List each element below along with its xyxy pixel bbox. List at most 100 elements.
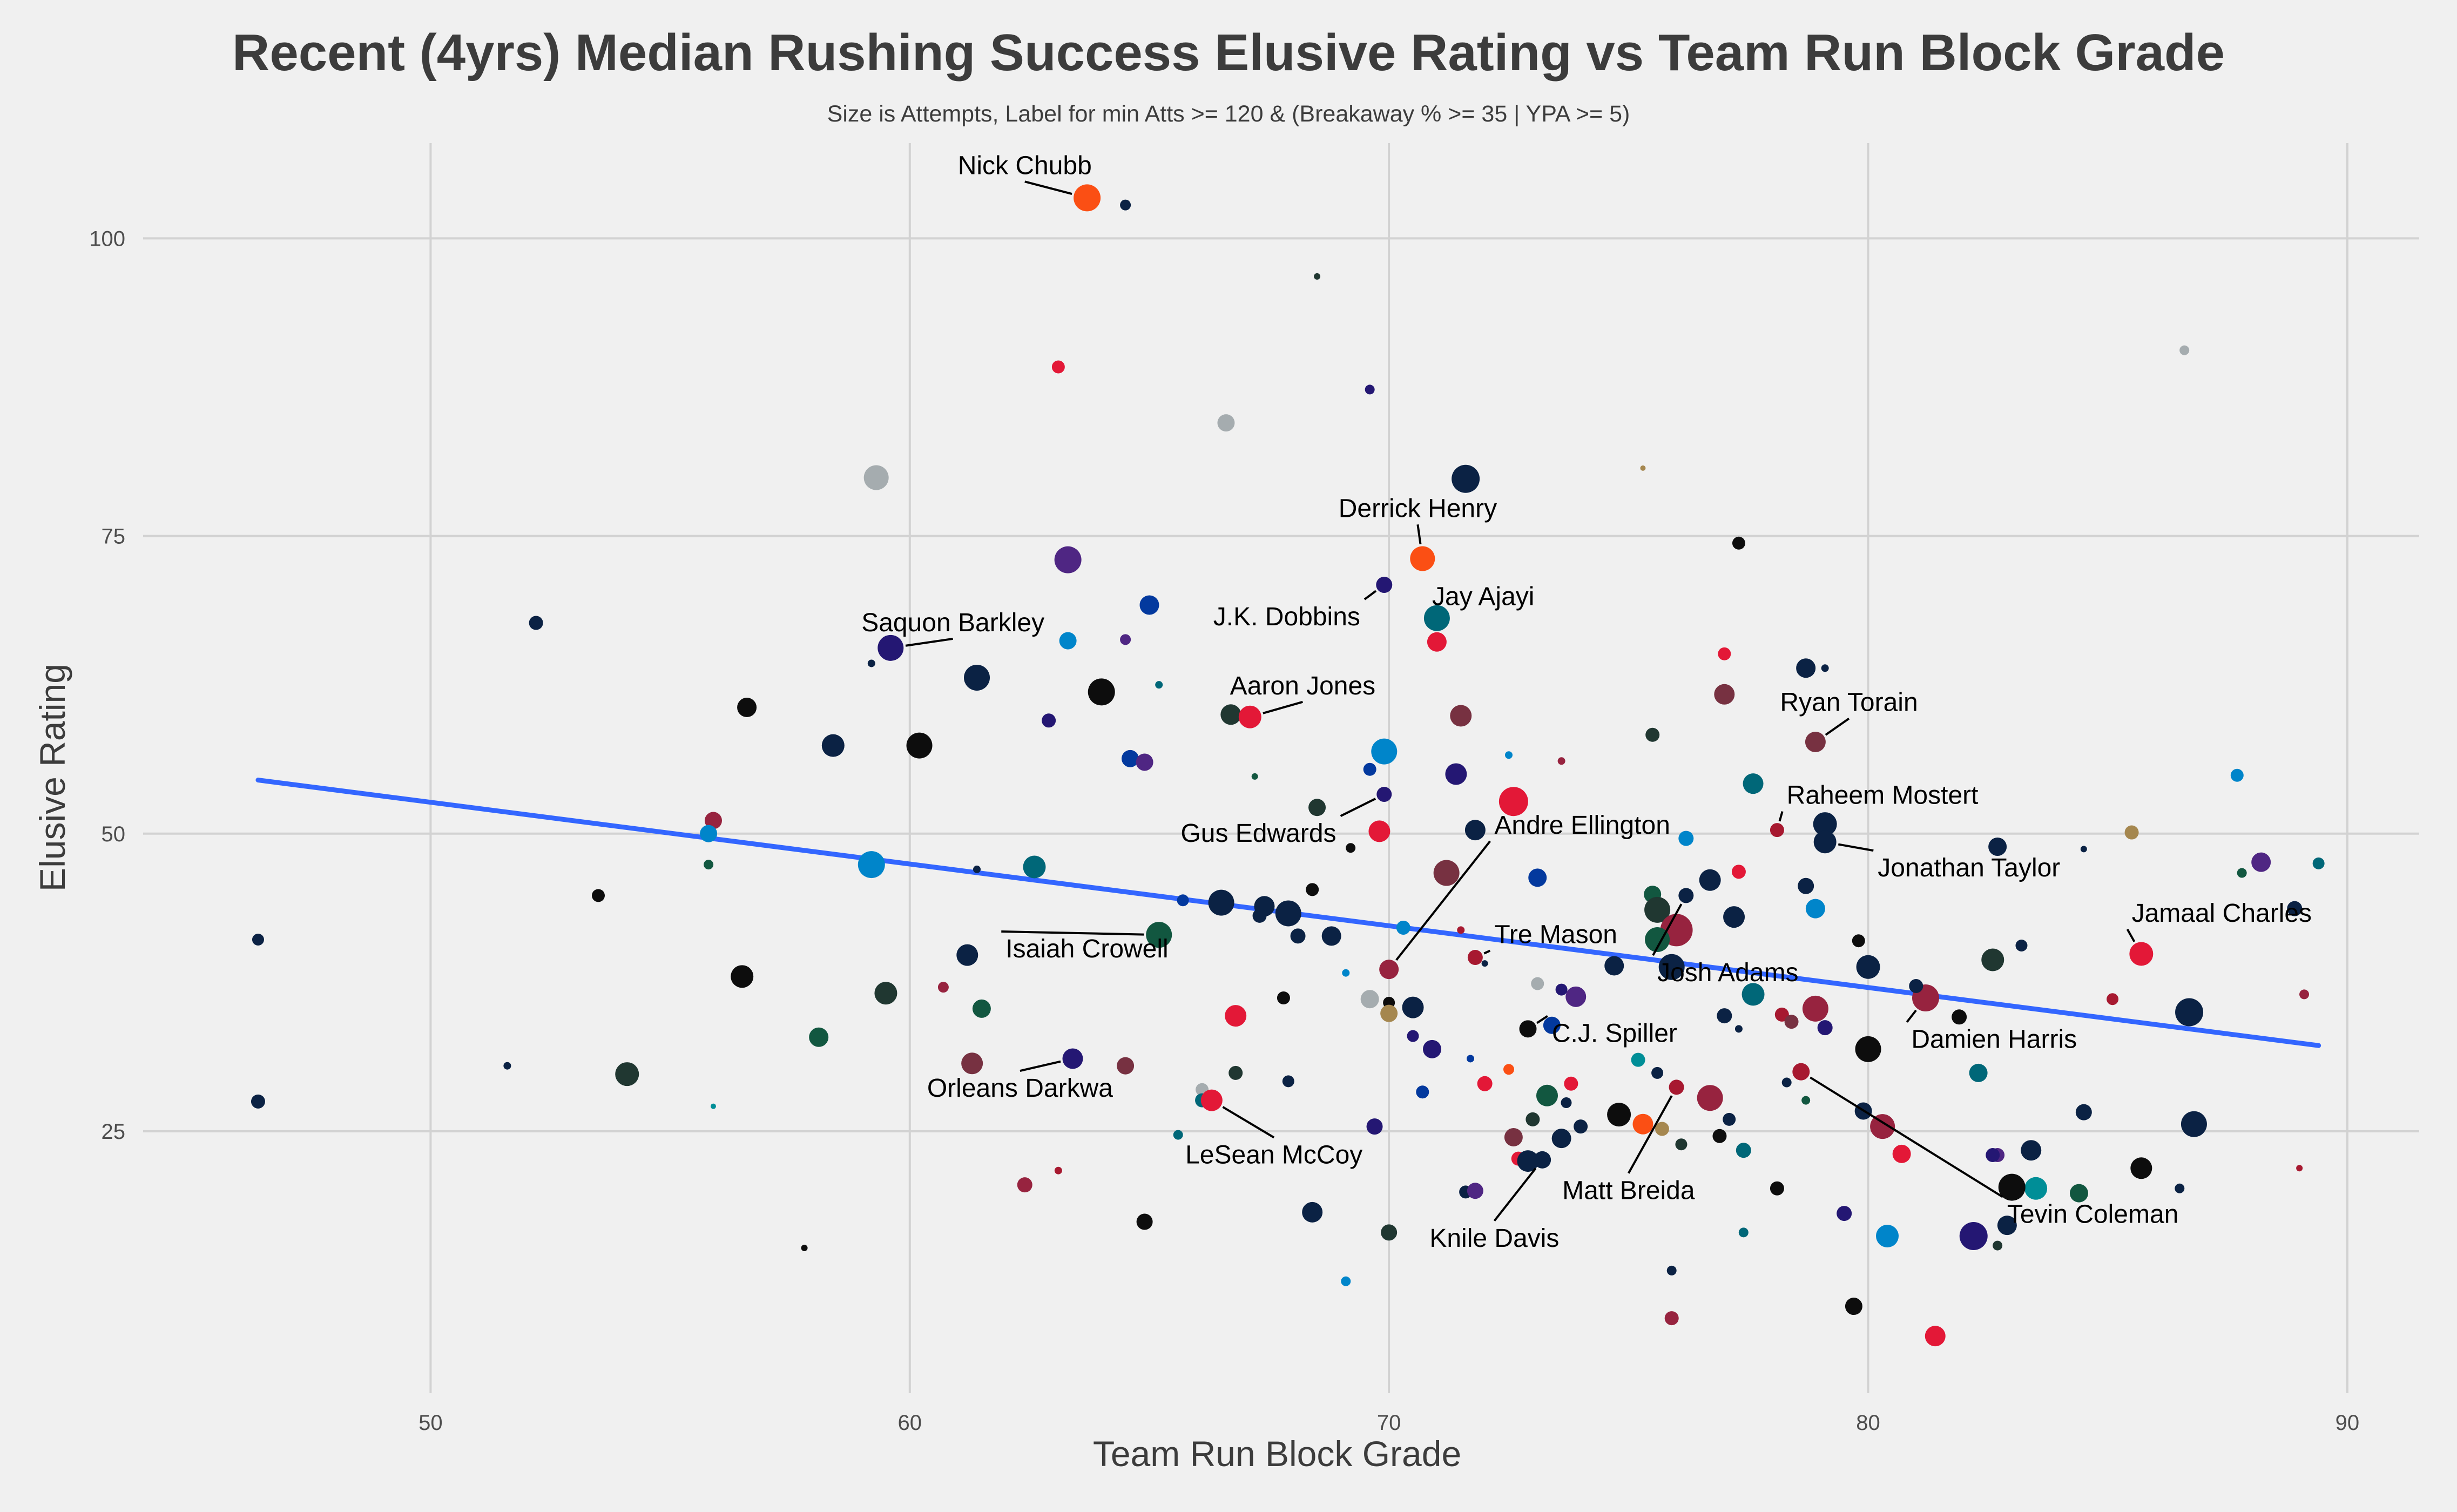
data-point bbox=[863, 465, 889, 490]
data-point-labeled bbox=[1376, 787, 1392, 802]
data-point bbox=[1798, 878, 1814, 894]
data-point-labeled bbox=[1074, 184, 1101, 212]
data-point bbox=[1381, 1224, 1398, 1241]
data-point bbox=[1952, 1009, 1967, 1025]
data-point bbox=[704, 860, 714, 870]
data-point bbox=[2175, 1183, 2185, 1193]
data-point bbox=[1252, 908, 1267, 923]
data-point bbox=[1531, 977, 1544, 990]
data-point bbox=[2287, 901, 2303, 916]
x-tick-label: 70 bbox=[1377, 1411, 1401, 1435]
data-point bbox=[1275, 900, 1301, 927]
data-point bbox=[1526, 1112, 1540, 1126]
point-label: Aaron Jones bbox=[1230, 672, 1376, 700]
data-point bbox=[1117, 1057, 1135, 1075]
data-point bbox=[1277, 991, 1290, 1005]
data-point bbox=[1503, 1064, 1514, 1075]
data-point bbox=[1290, 928, 1306, 944]
data-point bbox=[1678, 831, 1694, 846]
label-leader-line bbox=[1340, 798, 1376, 817]
data-point bbox=[1607, 1103, 1631, 1127]
data-point bbox=[1517, 1150, 1539, 1172]
data-point bbox=[1308, 799, 1326, 816]
data-point bbox=[1217, 414, 1235, 432]
data-point bbox=[1732, 536, 1745, 550]
data-point bbox=[1734, 1025, 1743, 1033]
point-label: Damien Harris bbox=[1911, 1025, 2077, 1054]
data-point bbox=[1742, 983, 1765, 1006]
data-point bbox=[956, 944, 978, 966]
data-point-labeled bbox=[1062, 1048, 1083, 1069]
data-point bbox=[906, 732, 933, 759]
y-axis-title: Elusive Rating bbox=[32, 664, 72, 892]
data-point bbox=[1423, 1040, 1442, 1058]
data-point-labeled bbox=[1146, 922, 1172, 948]
data-point bbox=[1561, 1097, 1572, 1109]
point-label: Orleans Darkwa bbox=[927, 1074, 1113, 1103]
y-tick-label: 50 bbox=[102, 822, 126, 846]
point-label: Gus Edwards bbox=[1180, 819, 1336, 848]
data-point bbox=[1342, 969, 1350, 977]
data-point bbox=[1416, 1085, 1429, 1099]
data-point bbox=[1504, 1128, 1523, 1146]
data-point bbox=[1856, 955, 1880, 979]
data-point bbox=[2107, 993, 2119, 1005]
data-point bbox=[1969, 1063, 1988, 1082]
data-point bbox=[1536, 1084, 1558, 1106]
data-point bbox=[1574, 1119, 1588, 1134]
data-point bbox=[1981, 948, 2004, 971]
data-point bbox=[1208, 889, 1234, 916]
data-point bbox=[1892, 1144, 1911, 1163]
label-leader-line bbox=[1222, 1106, 1275, 1139]
data-point bbox=[1464, 820, 1486, 841]
label-leader-line bbox=[1416, 524, 1422, 545]
data-point bbox=[1770, 1181, 1784, 1196]
data-point bbox=[2179, 345, 2190, 355]
data-point bbox=[821, 734, 845, 757]
data-point bbox=[1743, 773, 1764, 794]
data-point bbox=[1817, 1020, 1833, 1036]
data-point bbox=[1427, 632, 1447, 652]
data-point bbox=[2175, 998, 2204, 1027]
data-point bbox=[1360, 990, 1379, 1009]
y-tick-label: 100 bbox=[89, 227, 125, 251]
data-point-labeled bbox=[2129, 942, 2154, 966]
data-point-labeled bbox=[878, 634, 904, 661]
data-point bbox=[1121, 750, 1139, 767]
x-tick-label: 80 bbox=[1856, 1411, 1880, 1435]
label-leader-line bbox=[1001, 930, 1144, 936]
data-point-labeled bbox=[1792, 1063, 1810, 1081]
data-point bbox=[1870, 1114, 1895, 1139]
label-leader-line bbox=[1483, 949, 1491, 955]
data-point bbox=[1988, 838, 2007, 856]
data-point-labeled bbox=[1534, 1151, 1551, 1169]
data-point bbox=[1433, 860, 1460, 886]
data-point bbox=[1925, 1326, 1946, 1347]
chart-subtitle: Size is Attempts, Label for min Atts >= … bbox=[827, 101, 1630, 127]
x-tick-label: 60 bbox=[898, 1411, 922, 1435]
data-point bbox=[1054, 1166, 1062, 1174]
point-label: Isaiah Crowell bbox=[1005, 935, 1168, 963]
data-point bbox=[1457, 926, 1465, 934]
data-point bbox=[1699, 869, 1721, 891]
label-leader-line bbox=[1020, 1060, 1061, 1072]
data-point bbox=[1120, 634, 1131, 645]
data-point bbox=[1632, 1113, 1653, 1135]
data-point bbox=[1852, 934, 1865, 948]
gridlines bbox=[143, 143, 2419, 1393]
data-point bbox=[2015, 940, 2028, 952]
label-leader-line bbox=[1906, 1009, 1917, 1023]
data-point bbox=[1655, 1122, 1669, 1136]
data-point bbox=[1543, 1016, 1561, 1034]
data-point bbox=[1498, 787, 1528, 816]
data-point bbox=[1723, 1112, 1736, 1126]
label-leader-line bbox=[905, 637, 953, 647]
point-label: Tevin Coleman bbox=[2007, 1200, 2178, 1229]
data-point bbox=[1363, 762, 1376, 776]
data-point bbox=[1666, 1265, 1677, 1275]
data-point bbox=[1380, 1004, 1398, 1022]
data-point bbox=[973, 865, 981, 873]
data-point bbox=[1528, 868, 1547, 887]
data-point bbox=[2299, 989, 2310, 1000]
data-point bbox=[2181, 1111, 2207, 1137]
